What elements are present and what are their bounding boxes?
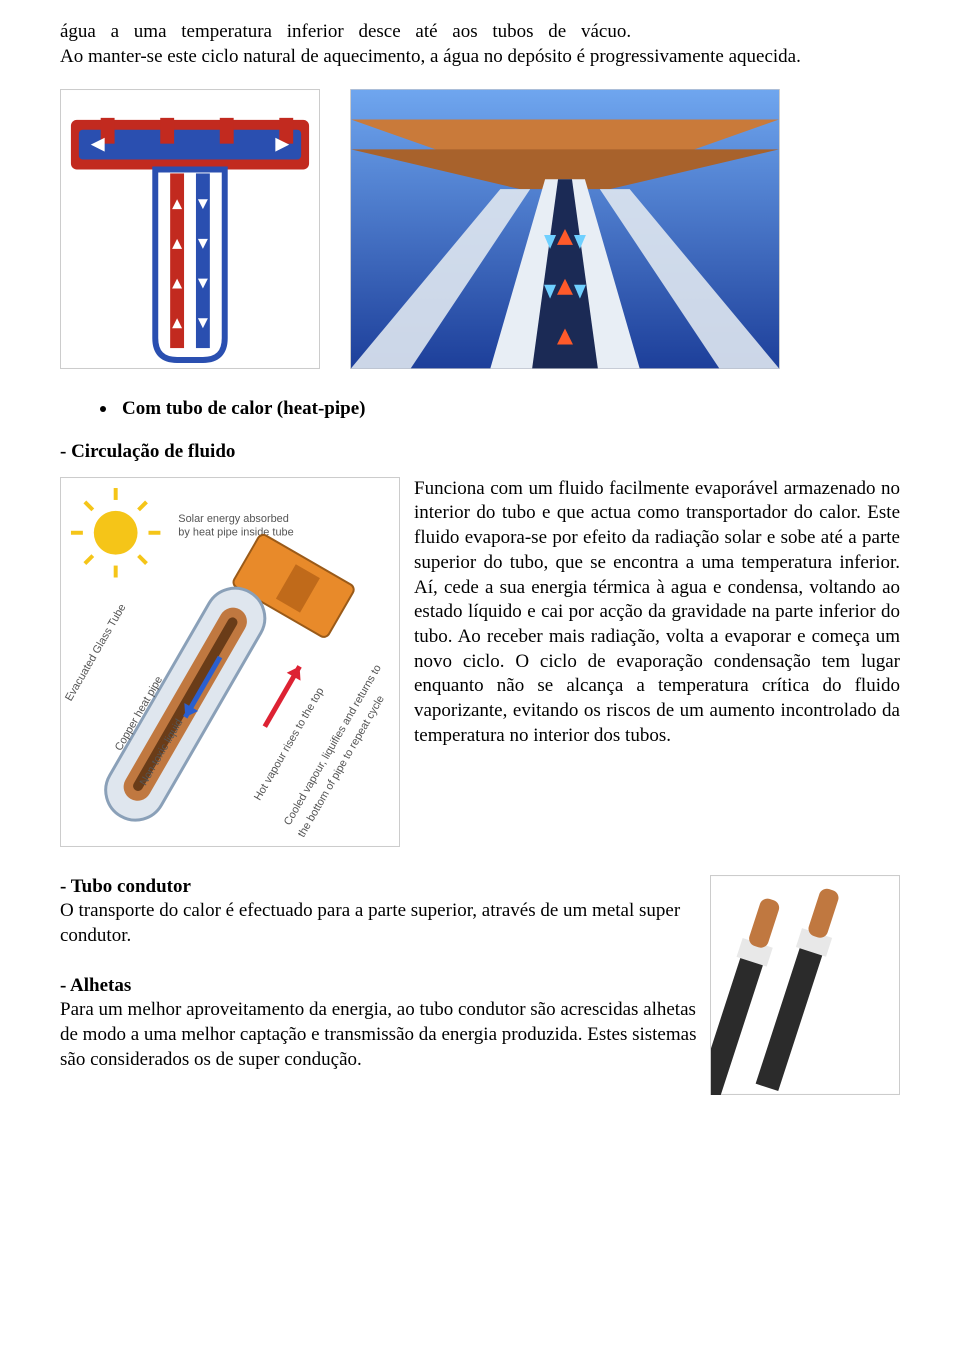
figure-collector-render bbox=[350, 89, 780, 369]
fig3-label-sun2: by heat pipe inside tube bbox=[178, 526, 293, 538]
figure-row-1 bbox=[60, 89, 900, 369]
alhetas-body: Para um melhor aproveitamento da energia… bbox=[60, 999, 696, 1069]
bullet-dot-icon bbox=[100, 406, 106, 412]
circulation-block: Solar energy absorbed by heat pipe insid… bbox=[60, 477, 900, 855]
conductor-alhetas-block: - Tubo condutor O transporte do calor é … bbox=[60, 875, 900, 1095]
circulation-heading: - Circulação de fluido bbox=[60, 440, 900, 465]
intro-paragraph-1: água a uma temperatura inferior desce at… bbox=[60, 20, 900, 45]
alhetas-title: - Alhetas bbox=[60, 975, 131, 996]
conductor-body: O transporte do calor é efectuado para a… bbox=[60, 900, 680, 946]
bullet-heat-pipe: Com tubo de calor (heat-pipe) bbox=[60, 397, 900, 422]
bullet-heat-pipe-label: Com tubo de calor (heat-pipe) bbox=[122, 397, 365, 422]
figure-heat-pipe-diagram: Solar energy absorbed by heat pipe insid… bbox=[60, 477, 400, 847]
intro-paragraph-2: Ao manter-se este ciclo natural de aquec… bbox=[60, 45, 900, 70]
figure-conductor-photo bbox=[710, 875, 900, 1095]
figure-vacuum-tube-diagram bbox=[60, 89, 320, 369]
conductor-title: - Tubo condutor bbox=[60, 876, 191, 897]
fig3-label-sun1: Solar energy absorbed bbox=[178, 513, 289, 525]
